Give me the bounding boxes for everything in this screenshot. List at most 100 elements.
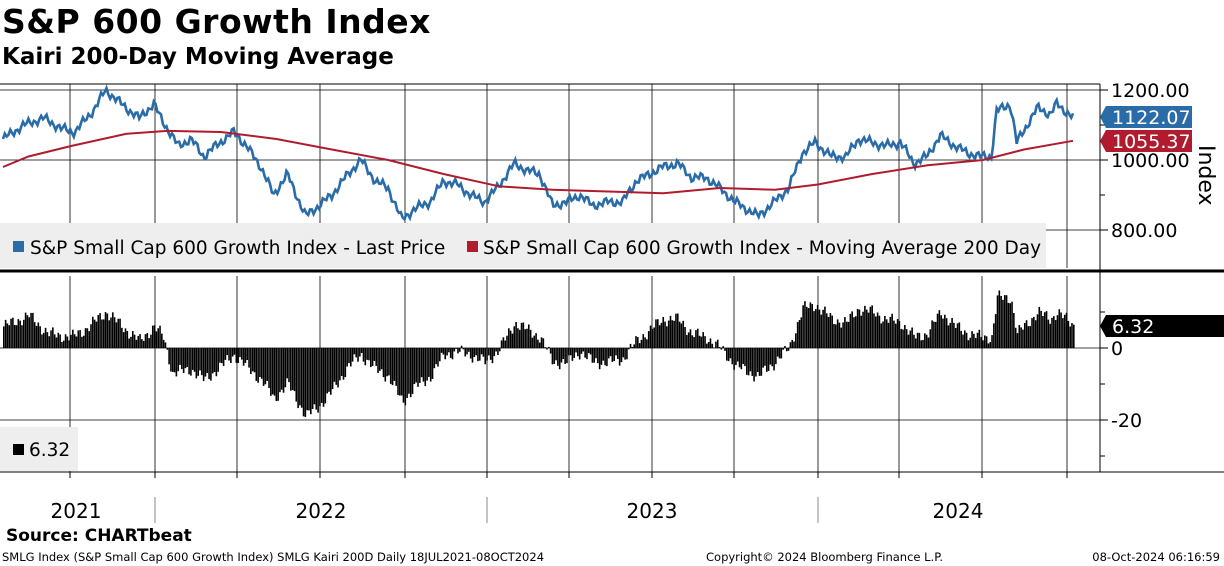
kairi-bar <box>515 322 517 348</box>
kairi-bar <box>991 335 993 348</box>
kairi-bar <box>39 326 41 348</box>
kairi-bar <box>217 348 219 372</box>
kairi-bar <box>15 325 18 348</box>
kairi-bar <box>411 348 414 395</box>
kairi-bar <box>920 340 922 348</box>
kairi-bar <box>437 348 439 367</box>
kairi-bar <box>691 335 694 348</box>
kairi-bar <box>262 348 265 386</box>
kairi-bar <box>613 348 615 361</box>
kairi-bar <box>259 348 261 378</box>
kairi-bar <box>368 348 370 361</box>
kairi-bar <box>954 327 957 348</box>
kairi-bar <box>653 327 655 348</box>
kairi-bar <box>497 348 499 355</box>
kairi-bar <box>110 317 112 348</box>
kairi-bar <box>128 338 130 348</box>
kairi-bar <box>540 337 543 348</box>
kairi-bar <box>973 333 975 348</box>
x-year-label: 2022 <box>296 499 347 523</box>
kairi-bar <box>784 346 786 348</box>
legend-label-kairi: 6.32 <box>29 440 70 461</box>
kairi-bar <box>771 348 774 367</box>
kairi-bar <box>468 348 470 352</box>
kairi-bar <box>66 336 69 348</box>
kairi-bar <box>168 348 170 365</box>
kairi-bar <box>17 319 20 348</box>
kairi-bar <box>339 348 341 381</box>
kairi-bar <box>360 348 363 354</box>
kairi-bar <box>982 340 984 348</box>
kairi-bar <box>348 348 350 364</box>
kairi-bar <box>61 342 63 348</box>
kairi-bar <box>393 348 396 381</box>
kairi-bar <box>907 334 910 348</box>
y-tick-label: 1000.00 <box>1111 150 1190 172</box>
kairi-bar <box>182 348 185 374</box>
kairi-bar <box>77 330 80 348</box>
kairi-bar <box>311 348 314 410</box>
kairi-bar <box>627 348 630 350</box>
kairi-bar <box>462 348 465 350</box>
kairi-bar <box>246 348 249 361</box>
kairi-bar <box>108 320 110 348</box>
kairi-bar <box>538 342 541 348</box>
kairi-bar <box>222 348 225 366</box>
kairi-bar <box>567 348 570 356</box>
kairi-bar <box>1047 319 1050 348</box>
kairi-bar <box>124 328 127 348</box>
kairi-bar <box>177 348 179 372</box>
kairi-bar <box>700 336 703 348</box>
kairi-bar <box>620 348 623 363</box>
kairi-bar <box>591 348 594 363</box>
kairi-bar <box>782 348 784 350</box>
kairi-bar <box>1069 326 1071 348</box>
kairi-bar <box>762 348 764 368</box>
kairi-bar <box>399 348 401 396</box>
kairi-bar <box>279 348 281 393</box>
kairi-bar <box>364 348 367 366</box>
kairi-bar <box>346 348 348 367</box>
kairi-bar <box>389 348 392 384</box>
kairi-bar <box>1073 324 1075 348</box>
kairi-bar <box>400 348 403 396</box>
kairi-bar <box>684 327 686 348</box>
kairi-bar <box>518 329 521 348</box>
kairi-bar <box>785 348 788 352</box>
kairi-bar <box>1027 326 1030 348</box>
kairi-bar <box>122 332 125 348</box>
kairi-bar <box>976 332 979 348</box>
kairi-bar <box>951 317 953 348</box>
kairi-bar <box>557 348 559 366</box>
kairi-bar <box>947 325 950 348</box>
kairi-bar <box>50 330 52 348</box>
kairi-bar <box>284 348 287 388</box>
kairi-bar <box>936 313 939 348</box>
kairi-bar <box>896 319 899 348</box>
kairi-bar <box>388 348 390 376</box>
kairi-bar <box>713 347 715 348</box>
kairi-bar <box>226 348 229 356</box>
kairi-bar <box>558 348 561 370</box>
chart-subtitle: Kairi 200-Day Moving Average <box>2 44 394 70</box>
kairi-bar <box>831 315 833 348</box>
kairi-bar <box>885 319 888 348</box>
kairi-bar <box>929 329 932 348</box>
kairi-bar <box>266 348 269 381</box>
kairi-bar <box>59 334 61 348</box>
kairi-bar <box>199 348 201 371</box>
kairi-bar <box>956 323 959 348</box>
legend-label-price: S&P Small Cap 600 Growth Index - Last Pr… <box>30 238 445 259</box>
kairi-bar <box>137 335 140 348</box>
kairi-bar <box>971 331 973 348</box>
kairi-bar <box>202 348 205 382</box>
kairi-y-tick-label: 0 <box>1111 338 1123 360</box>
kairi-bar <box>230 348 232 363</box>
kairi-bar <box>669 315 672 348</box>
kairi-bar <box>324 348 327 404</box>
kairi-bar <box>829 312 832 348</box>
kairi-bar <box>300 348 303 408</box>
kairi-bar <box>480 348 483 355</box>
kairi-bar <box>444 348 447 360</box>
kairi-bar <box>164 342 167 348</box>
